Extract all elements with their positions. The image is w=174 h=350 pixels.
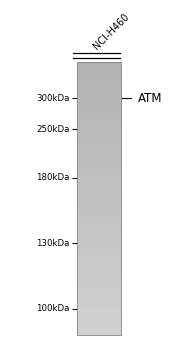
- Ellipse shape: [94, 91, 111, 106]
- Text: NCI-H460: NCI-H460: [91, 12, 131, 52]
- Ellipse shape: [95, 239, 99, 247]
- Text: 300kDa: 300kDa: [37, 94, 70, 103]
- Text: 180kDa: 180kDa: [37, 173, 70, 182]
- Text: 130kDa: 130kDa: [37, 239, 70, 248]
- Text: 250kDa: 250kDa: [37, 125, 70, 134]
- Ellipse shape: [86, 91, 104, 106]
- Text: 100kDa: 100kDa: [37, 304, 70, 313]
- Text: ATM: ATM: [137, 92, 162, 105]
